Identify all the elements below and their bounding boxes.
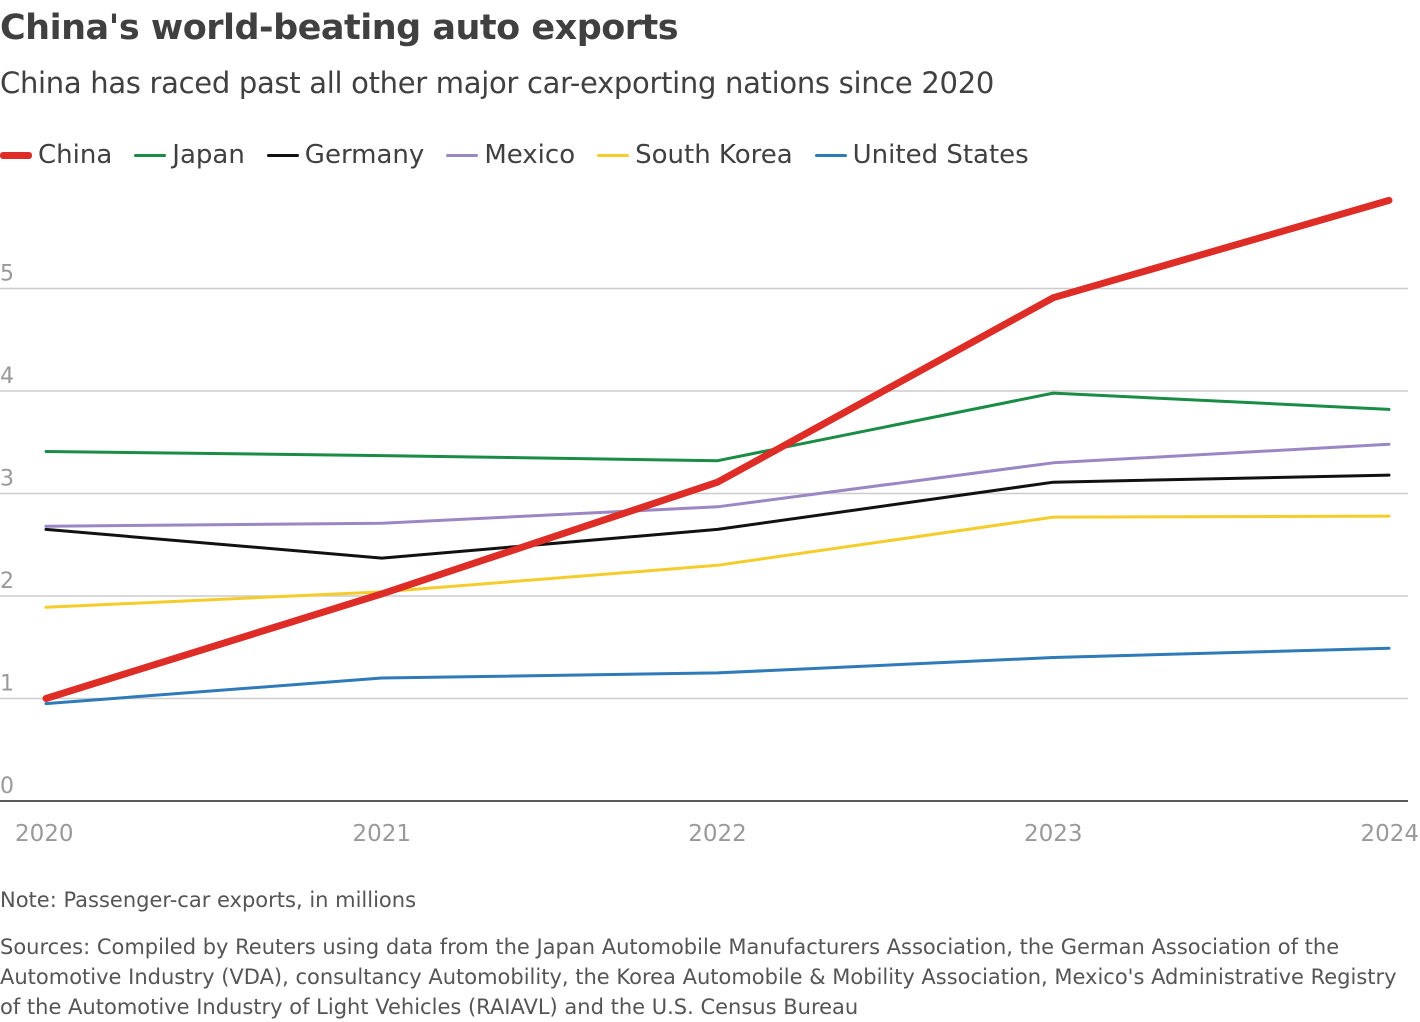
line-chart: 0 1 2 3 4 5 2020 2021 2022 2023 2024 xyxy=(0,196,1419,847)
legend-swatch-mexico xyxy=(446,153,479,157)
legend-swatch-japan xyxy=(134,153,167,157)
legend-item-japan: Japan xyxy=(134,140,245,170)
legend-item-mexico: Mexico xyxy=(446,140,575,170)
x-tick-label-2022: 2022 xyxy=(688,821,747,847)
series-line-mexico xyxy=(44,442,1391,528)
x-tick-label-2021: 2021 xyxy=(352,821,411,847)
series-line-japan xyxy=(44,391,1391,463)
legend-label-japan: Japan xyxy=(172,140,245,170)
legend-label-germany: Germany xyxy=(304,140,425,170)
series-line-china xyxy=(42,196,1393,702)
legend-swatch-south-korea xyxy=(597,153,630,157)
x-tick-label-2023: 2023 xyxy=(1024,821,1083,847)
legend-item-south-korea: South Korea xyxy=(597,140,793,170)
chart-subtitle: China has raced past all other major car… xyxy=(0,66,994,100)
y-tick-label-0: 0 xyxy=(0,774,14,799)
legend-item-china: China xyxy=(0,140,112,170)
series-line-germany xyxy=(44,473,1391,560)
legend-label-mexico: Mexico xyxy=(484,140,576,170)
legend-swatch-germany xyxy=(266,153,299,157)
legend-label-china: China xyxy=(38,140,113,170)
legend-item-united-states: United States xyxy=(814,140,1029,170)
y-tick-label-4: 4 xyxy=(0,364,14,389)
legend-label-united-states: United States xyxy=(852,140,1029,170)
series-line-united-states xyxy=(44,646,1391,706)
y-tick-label-1: 1 xyxy=(0,672,14,697)
chart-legend: China Japan Germany Mexico South Korea United… xyxy=(0,140,1051,170)
chart-sources: Sources: Compiled by Reuters using data … xyxy=(0,935,1397,1019)
legend-item-germany: Germany xyxy=(266,140,425,170)
legend-label-south-korea: South Korea xyxy=(635,140,793,170)
y-tick-label-3: 3 xyxy=(0,467,14,492)
y-tick-label-2: 2 xyxy=(0,569,14,594)
x-tick-label-2020: 2020 xyxy=(15,821,74,847)
chart-note: Note: Passenger-car exports, in millions xyxy=(0,888,417,912)
legend-swatch-china xyxy=(0,151,32,159)
y-tick-label-5: 5 xyxy=(0,262,14,287)
series-line-south-korea xyxy=(44,514,1391,609)
legend-swatch-united-states xyxy=(814,153,847,157)
x-tick-label-2024: 2024 xyxy=(1360,821,1419,847)
chart-title: China's world-beating auto exports xyxy=(0,8,679,48)
